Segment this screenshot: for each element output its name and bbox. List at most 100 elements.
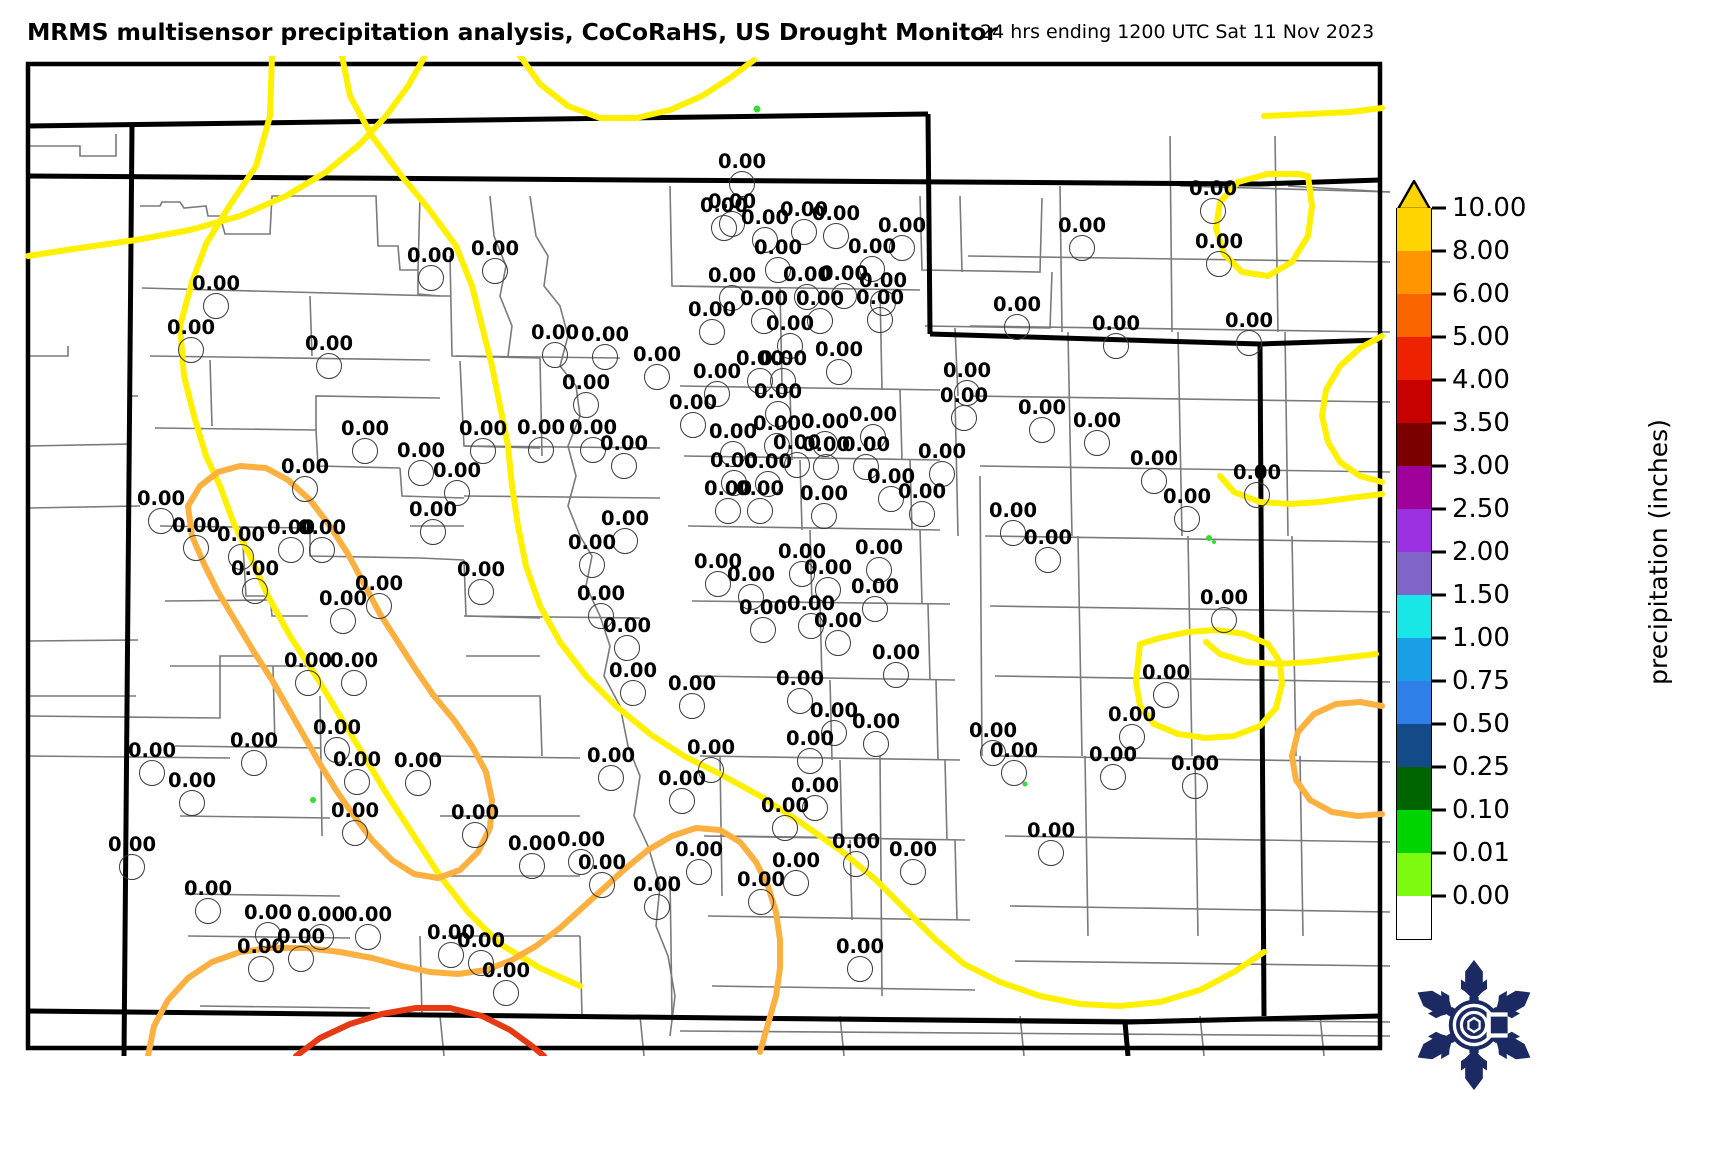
station-value-label: 0.00 <box>674 837 724 861</box>
station-value-label: 0.00 <box>243 900 293 924</box>
station-value-label: 0.00 <box>703 476 753 500</box>
colorbar-segment <box>1397 724 1431 767</box>
station-value-label: 0.00 <box>183 876 233 900</box>
station-value-label: 0.00 <box>329 648 379 672</box>
station-circle-icon <box>1100 764 1126 790</box>
station-value-label: 0.00 <box>988 498 1038 522</box>
station-circle-icon <box>292 476 318 502</box>
station-value-label: 0.00 <box>848 402 898 426</box>
station-value-label: 0.00 <box>280 454 330 478</box>
station-circle-icon <box>715 498 741 524</box>
station-value-label: 0.00 <box>765 311 815 335</box>
colorbar-segment <box>1397 552 1431 595</box>
station-circle-icon <box>843 851 869 877</box>
station-circle-icon <box>644 894 670 920</box>
station-value-label: 0.00 <box>657 766 707 790</box>
station-value-label: 0.00 <box>602 613 652 637</box>
colorbar-extend-arrow <box>1396 180 1432 210</box>
station-value-label: 0.00 <box>458 416 508 440</box>
station-circle-icon <box>870 290 896 316</box>
station-circle-icon <box>750 617 776 643</box>
station-value-label: 0.00 <box>968 718 1018 742</box>
station-value-label: 0.00 <box>693 549 743 573</box>
station-value-label: 0.00 <box>847 234 897 258</box>
station-circle-icon <box>620 680 646 706</box>
station-value-label: 0.00 <box>297 515 347 539</box>
station-value-label: 0.00 <box>408 497 458 521</box>
station-circle-icon <box>592 344 618 370</box>
colorbar-segment <box>1397 380 1431 423</box>
station-circle-icon <box>815 577 841 603</box>
station-value-label: 0.00 <box>1224 308 1274 332</box>
colorbar-tick-mark <box>1432 679 1446 683</box>
station-circle-icon <box>807 308 833 334</box>
colorbar-tick-mark <box>1432 808 1446 812</box>
station-circle-icon <box>1206 251 1232 277</box>
station-circle-icon <box>355 924 381 950</box>
station-value-label: 0.00 <box>717 149 767 173</box>
station-value-label: 0.00 <box>777 539 827 563</box>
station-value-label: 0.00 <box>667 671 717 695</box>
valid-time-label: 24 hrs ending 1200 UTC Sat 11 Nov 2023 <box>980 21 1375 43</box>
station-circle-icon <box>853 454 879 480</box>
colorbar-tick-label: 0.10 <box>1452 795 1510 825</box>
colorbar-tick-label: 4.00 <box>1452 365 1510 395</box>
station-circle-icon <box>755 471 781 497</box>
station-value-label: 0.00 <box>989 738 1039 762</box>
station-value-label: 0.00 <box>735 346 785 370</box>
station-value-label: 0.00 <box>167 768 217 792</box>
station-value-label: 0.00 <box>841 432 891 456</box>
station-value-label: 0.00 <box>456 557 506 581</box>
station-circle-icon <box>1153 682 1179 708</box>
station-circle-icon <box>705 571 731 597</box>
colorbar-tick-label: 5.00 <box>1452 322 1510 352</box>
station-value-label: 0.00 <box>782 262 832 286</box>
station-value-label: 0.00 <box>332 747 382 771</box>
station-circle-icon <box>889 235 915 261</box>
station-circle-icon <box>179 790 205 816</box>
station-value-label: 0.00 <box>917 439 967 463</box>
station-circle-icon <box>195 898 221 924</box>
station-circle-icon <box>542 342 568 368</box>
map-canvas[interactable] <box>20 56 1390 1056</box>
station-circle-icon <box>598 765 624 791</box>
state-boundaries <box>25 61 1383 1056</box>
station-circle-icon <box>1119 724 1145 750</box>
station-value-label: 0.00 <box>814 337 864 361</box>
station-value-label: 0.00 <box>608 658 658 682</box>
station-circle-icon <box>831 283 857 309</box>
station-circle-icon <box>747 498 773 524</box>
colorbar-segment <box>1397 638 1431 681</box>
station-value-label: 0.00 <box>877 213 927 237</box>
station-value-label: 0.00 <box>871 640 921 664</box>
colorbar-tick-label: 0.00 <box>1452 881 1510 911</box>
station-value-label: 0.00 <box>687 297 737 321</box>
contour-0.01 <box>25 56 1385 1009</box>
station-value-label: 0.00 <box>779 197 829 221</box>
colorbar-segment <box>1397 595 1431 638</box>
colorbar-gradient <box>1396 208 1432 940</box>
station-circle-icon <box>248 956 274 982</box>
station-circle-icon <box>148 508 174 534</box>
colorbar-segment <box>1397 466 1431 509</box>
station-circle-icon <box>611 453 637 479</box>
station-value-label: 0.00 <box>1188 176 1238 200</box>
station-value-label: 0.00 <box>786 591 836 615</box>
station-circle-icon <box>1236 330 1262 356</box>
station-value-label: 0.00 <box>171 513 221 537</box>
station-circle-icon <box>900 859 926 885</box>
station-circle-icon <box>686 859 712 885</box>
station-value-label: 0.00 <box>1107 702 1157 726</box>
station-value-label: 0.00 <box>396 438 446 462</box>
station-circle-icon <box>1029 417 1055 443</box>
station-circle-icon <box>470 438 496 464</box>
station-value-label: 0.00 <box>897 479 947 503</box>
station-circle-icon <box>783 870 809 896</box>
colorbar-tick-mark <box>1432 206 1446 210</box>
map-panel[interactable]: 0.00 0.00 0.00 0.00 0.00 0.00 0.00 0.00 0.00 0.00… <box>20 56 1390 1056</box>
station-circle-icon <box>680 412 706 438</box>
station-circle-icon <box>1035 547 1061 573</box>
station-circle-icon <box>405 770 431 796</box>
station-value-label: 0.00 <box>835 934 885 958</box>
colorbar-tick-mark <box>1432 464 1446 468</box>
